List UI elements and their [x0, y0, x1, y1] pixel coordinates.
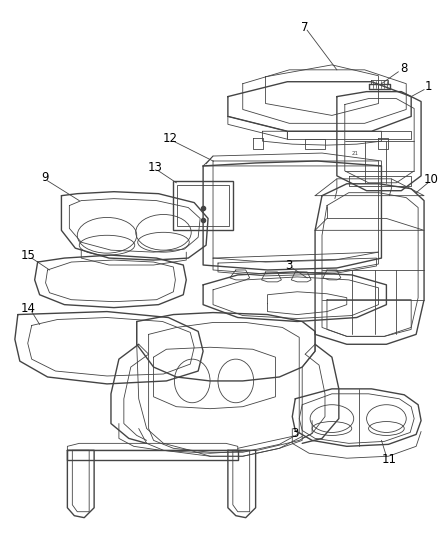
Text: 11: 11: [382, 453, 397, 466]
Text: 9: 9: [41, 171, 48, 184]
Text: 13: 13: [148, 161, 163, 174]
Text: 7: 7: [301, 21, 309, 34]
Text: 3: 3: [286, 259, 293, 271]
Text: 10: 10: [424, 173, 438, 187]
Text: 15: 15: [20, 248, 35, 262]
Text: 3: 3: [292, 427, 299, 440]
Text: 14: 14: [20, 302, 35, 315]
Text: 12: 12: [163, 132, 178, 144]
Text: 21: 21: [351, 150, 358, 156]
Text: 8: 8: [401, 62, 408, 75]
Text: 1: 1: [424, 80, 432, 93]
